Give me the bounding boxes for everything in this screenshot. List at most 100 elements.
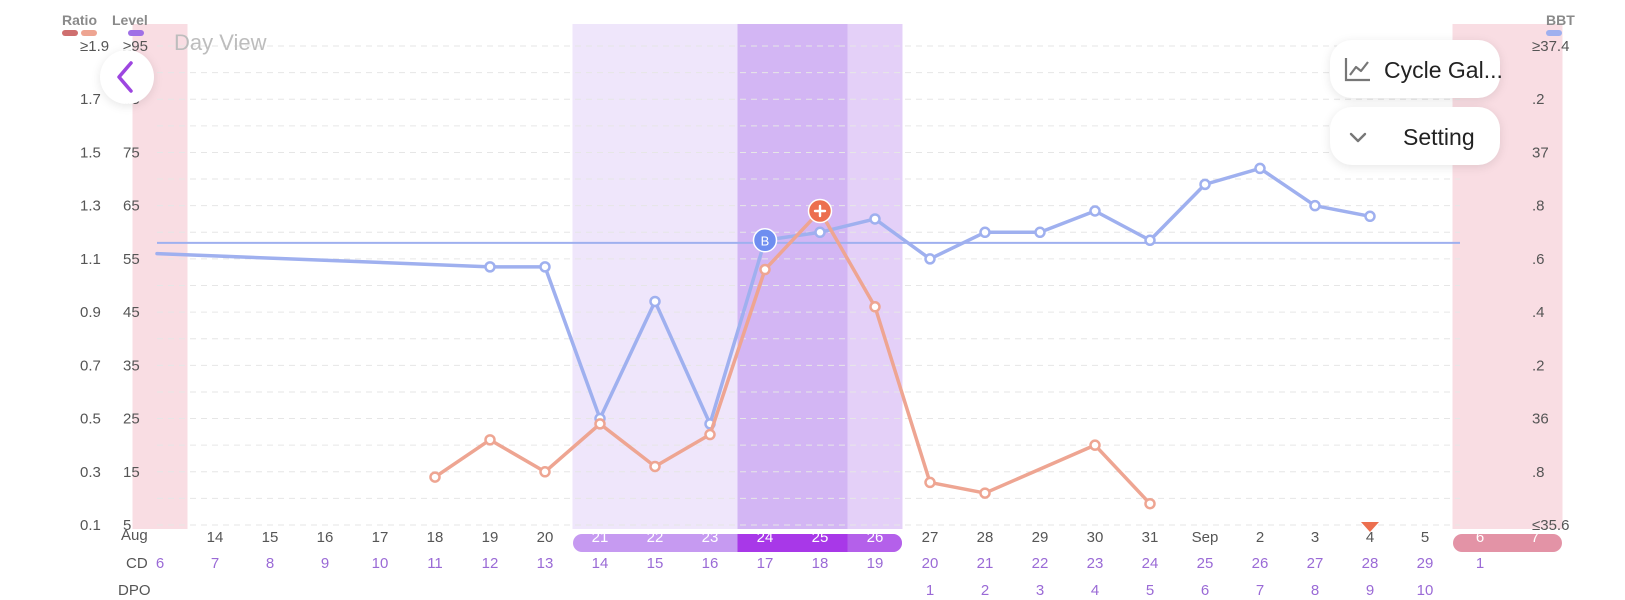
date-label: 6 [1476, 529, 1484, 546]
level-point [979, 487, 991, 499]
level-point [649, 460, 661, 473]
bbt-tick-label: ≥37.4 [1532, 38, 1569, 55]
cd-label: 10 [372, 555, 389, 572]
ratio-tick-label: 0.3 [80, 464, 101, 481]
date-label: 21 [592, 529, 609, 546]
cd-label: 27 [1307, 555, 1324, 572]
cycle-bands [132, 24, 1563, 529]
bbt-point [814, 226, 826, 239]
bbt-marker-label: B [761, 233, 770, 248]
cd-label: 13 [537, 555, 554, 572]
dpo-label: 5 [1146, 582, 1154, 599]
cd-label: 22 [1032, 555, 1049, 572]
level-tick-label: 15 [123, 464, 140, 481]
level-point [869, 301, 881, 313]
level-tick-label: 35 [123, 357, 140, 374]
chevron-left-icon [117, 61, 133, 93]
level-tick-label: 45 [123, 304, 140, 321]
cd-label: 14 [592, 555, 609, 572]
chevron-down-icon [1349, 132, 1367, 143]
bbt-point [1034, 226, 1046, 239]
level-point [759, 263, 771, 276]
axis-labels: ≥1.9≥95≥37.41.785.21.575371.365.81.155.6… [80, 38, 1569, 534]
date-label: 3 [1311, 529, 1319, 546]
cd-label: 28 [1362, 555, 1379, 572]
back-button[interactable] [100, 50, 154, 104]
cd-label: 19 [867, 555, 884, 572]
date-label: 18 [427, 529, 444, 546]
grid-lines [157, 45, 1460, 526]
cd-label: 11 [427, 555, 443, 572]
day-view-label: Day View [174, 30, 267, 55]
bbt-point [1254, 162, 1266, 175]
dpo-label: 10 [1417, 582, 1434, 599]
bbt-point [649, 295, 661, 308]
level-point [1144, 497, 1156, 510]
dpo-label: 9 [1366, 582, 1374, 599]
ratio-tick-label: 0.7 [80, 357, 101, 374]
cd-label: 20 [922, 555, 939, 572]
level-point [539, 466, 551, 478]
cd-label: 8 [266, 555, 274, 572]
cd-label: 1 [1476, 555, 1484, 572]
level-tick-label: 5 [123, 517, 131, 534]
bbt-point [1144, 234, 1156, 247]
level-tick-label: 25 [123, 411, 140, 428]
ratio-tick-label: 1.1 [80, 251, 101, 268]
date-label: 4 [1366, 529, 1374, 546]
date-label: 27 [922, 529, 939, 546]
cd-label: 7 [211, 555, 219, 572]
cd-label: 15 [647, 555, 664, 572]
plus-icon [813, 204, 827, 218]
cd-label: 25 [1197, 555, 1214, 572]
bbt-tick-label: .4 [1532, 304, 1545, 321]
level-point [704, 428, 716, 441]
cycle-gallery-button[interactable]: Cycle Gal... [1330, 40, 1503, 98]
date-label: 25 [812, 529, 829, 546]
cd-row-label: CD [126, 555, 148, 572]
ratio-swatch-dark [62, 30, 78, 36]
setting-button[interactable]: Setting [1330, 107, 1500, 165]
bbt-tick-label: .2 [1532, 357, 1545, 374]
ratio-tick-label: 1.7 [80, 91, 101, 108]
date-label: 16 [317, 529, 334, 546]
ratio-legend-label: Ratio [62, 12, 97, 28]
dpo-label: 3 [1036, 582, 1044, 599]
bbt-point [539, 261, 551, 273]
date-label: 20 [537, 529, 554, 546]
date-label: 28 [977, 529, 994, 546]
ratio-tick-label: 0.9 [80, 304, 101, 321]
markers: B [752, 198, 1379, 532]
date-label: 29 [1032, 529, 1049, 546]
dpo-label: 7 [1256, 582, 1264, 599]
bbt-tick-label: 37 [1532, 144, 1549, 161]
series [155, 162, 1376, 510]
bbt-point [1199, 178, 1211, 191]
setting-label: Setting [1403, 124, 1475, 150]
bbt-point [869, 213, 881, 225]
cd-label: 24 [1142, 555, 1159, 572]
fertile-date-pill-end [847, 534, 888, 552]
date-label: 5 [1421, 529, 1429, 546]
date-label: 26 [867, 529, 884, 546]
cd-label: 18 [812, 555, 829, 572]
bbt-point [979, 226, 991, 239]
cd-label: 21 [977, 555, 994, 572]
level-tick-label: 65 [123, 198, 140, 215]
level-point [924, 476, 936, 489]
dpo-label: 1 [926, 582, 934, 599]
peak-date-pill [737, 534, 848, 552]
bbt-line [155, 166, 1372, 426]
bbt-swatch [1546, 30, 1562, 36]
bbt-point [1309, 199, 1321, 212]
period-date-pill [1453, 534, 1562, 552]
cd-label: 9 [321, 555, 329, 572]
date-rows: Aug6147158169171018111912201321142215231… [118, 527, 1562, 599]
date-label: 31 [1142, 529, 1159, 546]
period-band [1452, 24, 1508, 529]
bbt-tick-label: .6 [1532, 251, 1545, 268]
period-band [1507, 24, 1563, 529]
ratio-swatch-light [81, 30, 97, 36]
date-label: 23 [702, 529, 719, 546]
